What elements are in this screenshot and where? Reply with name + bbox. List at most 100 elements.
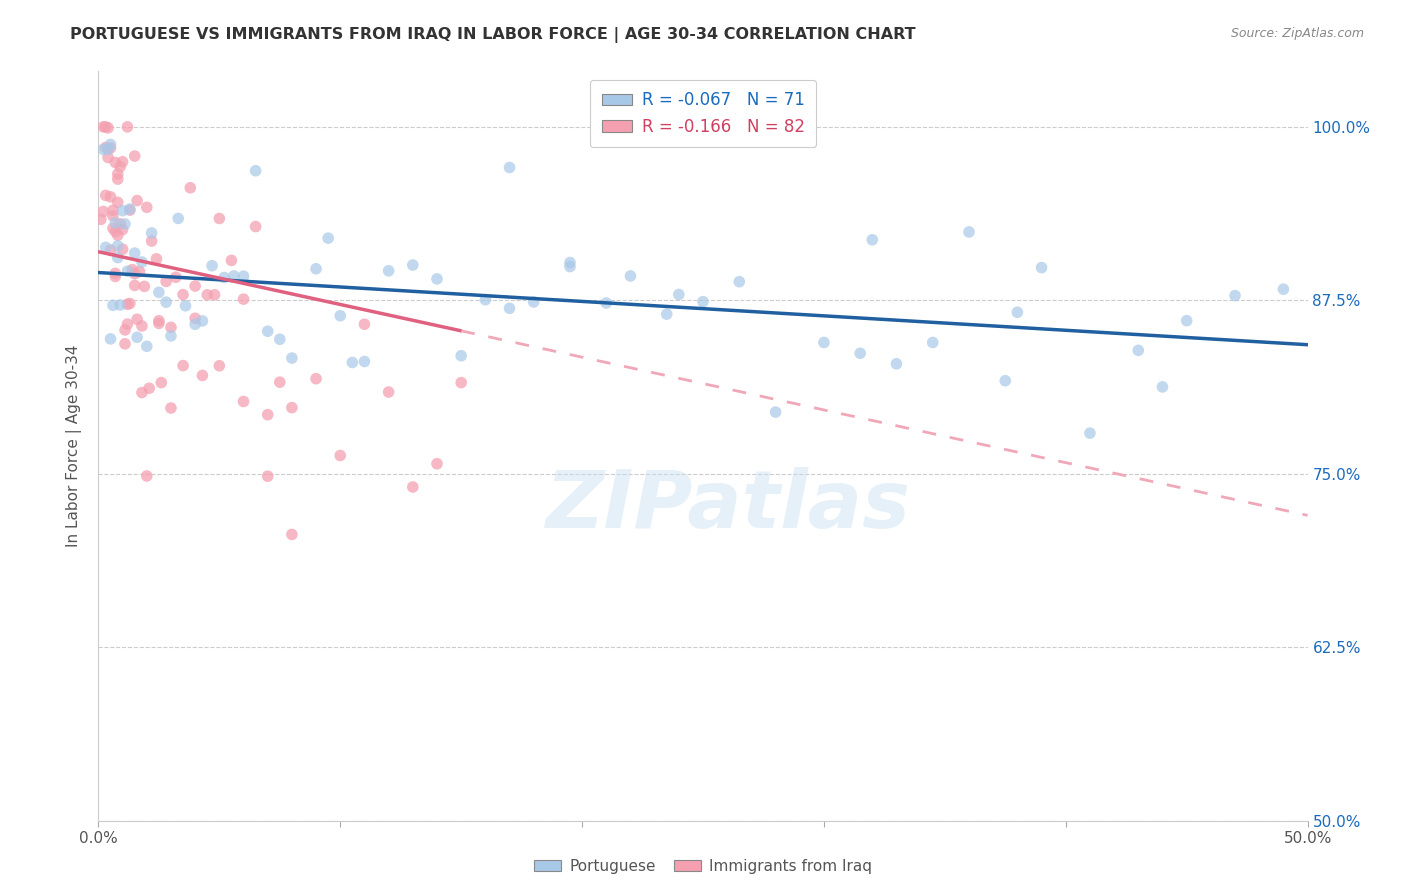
Point	[353, 354, 375, 368]
Point	[221, 253, 243, 268]
Point	[148, 317, 170, 331]
Point	[101, 209, 124, 223]
Point	[127, 330, 149, 344]
Point	[117, 317, 139, 331]
Point	[160, 401, 183, 415]
Point	[100, 243, 122, 257]
Point	[353, 317, 375, 331]
Point	[107, 167, 129, 181]
Point	[402, 480, 425, 494]
Point	[201, 259, 224, 273]
Point	[107, 195, 129, 210]
Point	[101, 203, 124, 218]
Point	[124, 267, 146, 281]
Point	[107, 172, 129, 186]
Point	[1007, 305, 1029, 319]
Point	[957, 225, 980, 239]
Point	[184, 311, 207, 326]
Point	[184, 318, 207, 332]
Point	[281, 401, 304, 415]
Point	[232, 292, 254, 306]
Point	[813, 335, 835, 350]
Point	[131, 255, 153, 269]
Point	[108, 160, 131, 174]
Point	[232, 394, 254, 409]
Point	[117, 120, 139, 134]
Point	[329, 449, 352, 463]
Point	[91, 120, 114, 134]
Point	[165, 270, 187, 285]
Point	[994, 374, 1017, 388]
Point	[94, 140, 117, 154]
Point	[135, 200, 157, 214]
Point	[281, 351, 304, 365]
Point	[111, 242, 134, 256]
Point	[558, 255, 581, 269]
Point	[498, 301, 520, 316]
Point	[145, 252, 167, 266]
Point	[921, 335, 943, 350]
Point	[114, 217, 136, 231]
Point	[141, 234, 163, 248]
Point	[860, 233, 883, 247]
Point	[619, 268, 641, 283]
Point	[269, 375, 291, 389]
Legend: Portuguese, Immigrants from Iraq: Portuguese, Immigrants from Iraq	[527, 853, 879, 880]
Legend: R = -0.067   N = 71, R = -0.166   N = 82: R = -0.067 N = 71, R = -0.166 N = 82	[591, 79, 815, 147]
Point	[118, 203, 141, 218]
Point	[127, 194, 149, 208]
Point	[1128, 343, 1150, 358]
Point	[104, 269, 127, 284]
Point	[692, 294, 714, 309]
Point	[426, 272, 449, 286]
Point	[305, 261, 328, 276]
Point	[134, 279, 156, 293]
Point	[245, 163, 267, 178]
Point	[179, 181, 201, 195]
Point	[100, 332, 122, 346]
Point	[124, 246, 146, 260]
Point	[1152, 380, 1174, 394]
Point	[148, 314, 170, 328]
Point	[377, 385, 399, 400]
Point	[91, 143, 114, 157]
Point	[184, 279, 207, 293]
Point	[94, 240, 117, 254]
Point	[1223, 288, 1246, 302]
Point	[256, 408, 278, 422]
Point	[127, 312, 149, 326]
Point	[450, 376, 472, 390]
Text: PORTUGUESE VS IMMIGRANTS FROM IRAQ IN LABOR FORCE | AGE 30-34 CORRELATION CHART: PORTUGUESE VS IMMIGRANTS FROM IRAQ IN LA…	[70, 27, 915, 43]
Point	[117, 297, 139, 311]
Point	[94, 188, 117, 202]
Point	[91, 204, 114, 219]
Point	[191, 368, 214, 383]
Point	[849, 346, 872, 360]
Point	[655, 307, 678, 321]
Point	[101, 221, 124, 235]
Point	[131, 318, 153, 333]
Point	[108, 217, 131, 231]
Point	[204, 287, 226, 301]
Point	[558, 260, 581, 274]
Point	[886, 357, 908, 371]
Point	[150, 376, 173, 390]
Point	[1031, 260, 1053, 275]
Point	[148, 285, 170, 300]
Point	[212, 270, 235, 285]
Text: Source: ZipAtlas.com: Source: ZipAtlas.com	[1230, 27, 1364, 40]
Point	[377, 264, 399, 278]
Point	[100, 141, 122, 155]
Point	[191, 314, 214, 328]
Point	[329, 309, 352, 323]
Point	[256, 469, 278, 483]
Point	[474, 293, 496, 307]
Point	[124, 149, 146, 163]
Point	[141, 226, 163, 240]
Point	[668, 287, 690, 301]
Point	[107, 251, 129, 265]
Point	[167, 211, 190, 226]
Point	[94, 120, 117, 134]
Point	[523, 294, 546, 309]
Point	[114, 336, 136, 351]
